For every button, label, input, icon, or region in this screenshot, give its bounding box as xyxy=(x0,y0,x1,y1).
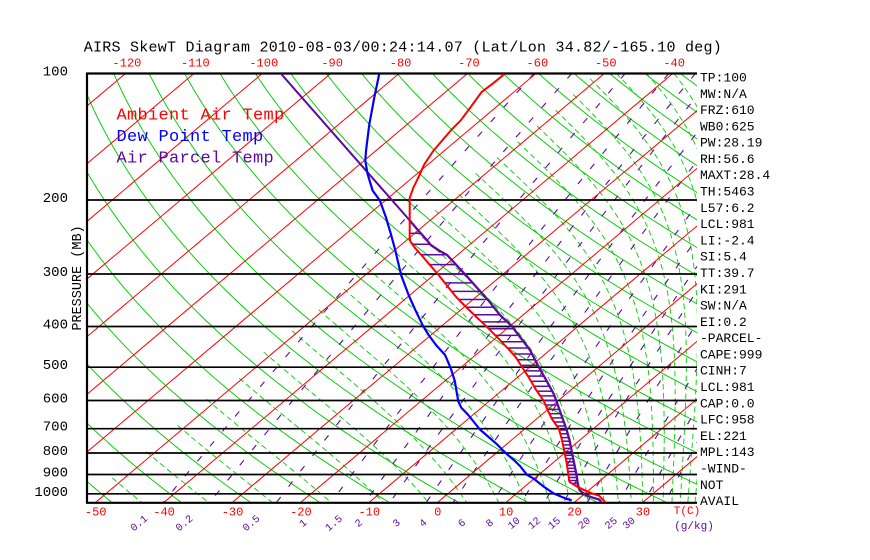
svg-text:MAXT:28.4: MAXT:28.4 xyxy=(700,168,770,183)
svg-text:800: 800 xyxy=(43,444,68,460)
svg-text:SW:N/A: SW:N/A xyxy=(700,299,747,314)
svg-text:EL:221: EL:221 xyxy=(700,429,747,444)
svg-text:-10: -10 xyxy=(358,506,380,520)
svg-text:T(C): T(C) xyxy=(674,506,700,518)
svg-text:900: 900 xyxy=(43,466,68,482)
svg-text:0: 0 xyxy=(434,506,441,520)
svg-text:-60: -60 xyxy=(527,57,549,71)
svg-text:30: 30 xyxy=(636,506,650,520)
svg-text:400: 400 xyxy=(43,318,68,334)
svg-text:-WIND-: -WIND- xyxy=(700,461,747,476)
svg-text:CINH:7: CINH:7 xyxy=(700,364,747,379)
svg-text:CAPE:999: CAPE:999 xyxy=(700,347,762,362)
svg-text:MW:N/A: MW:N/A xyxy=(700,87,747,102)
svg-text:-70: -70 xyxy=(458,57,480,71)
svg-text:LFC:958: LFC:958 xyxy=(700,413,755,428)
svg-text:AIRS SkewT Diagram 2010-08-03/: AIRS SkewT Diagram 2010-08-03/00:24:14.0… xyxy=(84,40,722,57)
svg-text:RH:56.6: RH:56.6 xyxy=(700,152,755,167)
svg-text:WB0:625: WB0:625 xyxy=(700,119,755,134)
svg-text:500: 500 xyxy=(43,358,68,374)
svg-text:10: 10 xyxy=(499,506,513,520)
svg-text:700: 700 xyxy=(43,420,68,436)
svg-text:1000: 1000 xyxy=(34,485,68,501)
svg-text:300: 300 xyxy=(43,265,68,281)
svg-text:200: 200 xyxy=(43,191,68,207)
svg-text:-40: -40 xyxy=(663,57,685,71)
svg-text:600: 600 xyxy=(43,392,68,408)
svg-text:-100: -100 xyxy=(249,57,278,71)
svg-text:CAP:0.0: CAP:0.0 xyxy=(700,396,755,411)
svg-text:TT:39.7: TT:39.7 xyxy=(700,266,755,281)
svg-text:-PARCEL-: -PARCEL- xyxy=(700,331,762,346)
svg-text:-20: -20 xyxy=(290,506,312,520)
svg-text:MPL:143: MPL:143 xyxy=(700,445,755,460)
svg-text:20: 20 xyxy=(567,506,581,520)
svg-text:Ambient Air Temp: Ambient Air Temp xyxy=(117,107,285,126)
svg-text:EI:0.2: EI:0.2 xyxy=(700,315,747,330)
svg-text:-90: -90 xyxy=(321,57,343,71)
svg-text:PRESSURE (MB): PRESSURE (MB) xyxy=(71,225,86,330)
svg-text:PW:28.19: PW:28.19 xyxy=(700,136,762,151)
svg-text:SI:5.4: SI:5.4 xyxy=(700,250,747,265)
svg-text:Air Parcel Temp: Air Parcel Temp xyxy=(117,150,275,169)
svg-text:KI:291: KI:291 xyxy=(700,282,747,297)
svg-text:AVAIL: AVAIL xyxy=(700,494,739,509)
svg-text:-120: -120 xyxy=(113,57,142,71)
svg-text:-80: -80 xyxy=(390,57,412,71)
svg-text:(g/kg): (g/kg) xyxy=(674,521,714,533)
svg-text:100: 100 xyxy=(43,65,68,81)
svg-text:NOT: NOT xyxy=(700,478,724,493)
svg-text:-50: -50 xyxy=(85,506,107,520)
svg-text:LI:-2.4: LI:-2.4 xyxy=(700,233,755,248)
svg-text:LCL:981: LCL:981 xyxy=(700,380,755,395)
svg-text:-50: -50 xyxy=(595,57,617,71)
svg-text:TH:5463: TH:5463 xyxy=(700,185,755,200)
svg-text:L57:6.2: L57:6.2 xyxy=(700,201,755,216)
svg-text:LCL:981: LCL:981 xyxy=(700,217,755,232)
svg-text:Dew Point Temp: Dew Point Temp xyxy=(117,128,264,147)
svg-text:-110: -110 xyxy=(181,57,210,71)
svg-text:-30: -30 xyxy=(222,506,244,520)
svg-text:FRZ:610: FRZ:610 xyxy=(700,103,755,118)
svg-text:TP:100: TP:100 xyxy=(700,71,747,86)
svg-text:-40: -40 xyxy=(153,506,175,520)
